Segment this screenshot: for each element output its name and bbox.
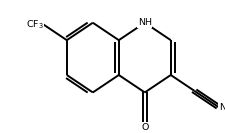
- Text: NH: NH: [137, 18, 151, 27]
- Text: CF$_3$: CF$_3$: [25, 18, 43, 31]
- Text: N: N: [218, 103, 225, 112]
- Text: O: O: [140, 123, 148, 132]
